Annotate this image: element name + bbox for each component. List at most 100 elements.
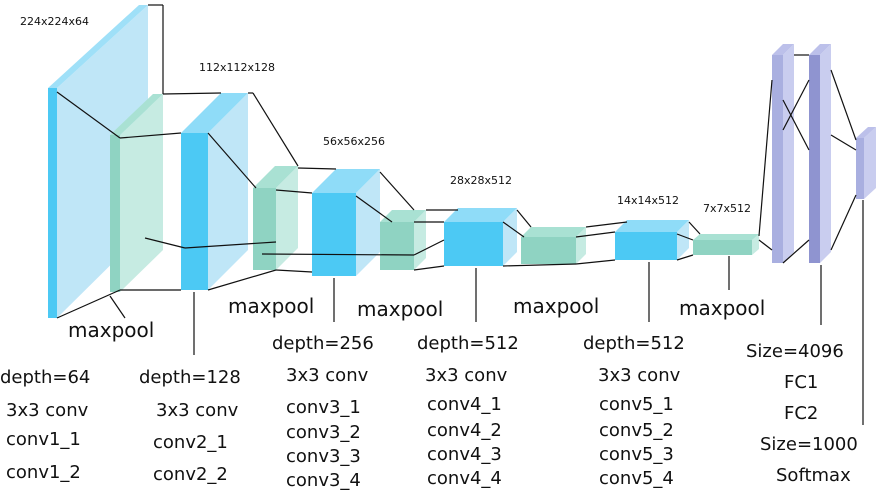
connector-line: [413, 239, 445, 256]
connector-line: [275, 269, 313, 273]
pool1-top-face: [110, 94, 163, 135]
softmax-label: Softmax: [776, 465, 851, 486]
connector-line: [782, 99, 810, 151]
connector-line: [782, 239, 810, 264]
block5-conv-label: conv5_1: [599, 394, 674, 415]
softmax-top-face: [856, 127, 876, 138]
block4-conv-label: conv4_2: [427, 420, 502, 441]
block5-depth-label: depth=512: [583, 333, 685, 354]
pool4-top-face: [521, 227, 586, 237]
conv2-front-face: [208, 93, 248, 290]
block1-kernel-label: 3x3 conv: [6, 400, 89, 421]
pool5-side-face: [693, 240, 752, 255]
block1-conv-label: conv1_2: [6, 462, 81, 483]
connector-line: [56, 289, 121, 319]
connector-line: [688, 221, 701, 235]
fc1-front-face: [772, 55, 783, 263]
pool1-side-face: [110, 135, 120, 292]
connector-line: [207, 132, 257, 189]
pointer-line: [109, 295, 126, 319]
connector-line: [207, 269, 277, 291]
connector-line: [830, 134, 857, 151]
label-pointer-lines: [109, 200, 864, 425]
connector-line: [758, 79, 773, 237]
conv5-side-face: [615, 232, 677, 260]
conv5-top-face: [615, 220, 689, 232]
conv4-front-face: [503, 208, 517, 266]
block5-conv-label: conv5_4: [599, 468, 674, 489]
block3-conv-label: conv3_3: [286, 446, 361, 467]
maxpool-label-3: maxpool: [357, 297, 444, 321]
fc2-side-face: [820, 44, 831, 263]
block5-conv-label: conv5_2: [599, 420, 674, 441]
fc1-side-face: [783, 44, 794, 263]
connector-line: [355, 195, 393, 223]
connector-line: [516, 209, 532, 228]
pool5-top-face: [693, 234, 759, 240]
connector-line: [830, 194, 857, 251]
dimension-label-224x224x64: 224x224x64: [20, 15, 90, 28]
pool2-top-face: [253, 166, 298, 188]
conv1-top-face: [48, 5, 148, 88]
conv5-block: [615, 220, 689, 260]
connector-line: [676, 233, 694, 241]
softmax-front-face: [856, 138, 864, 199]
block2-conv-label: conv2_2: [153, 464, 228, 485]
conv2-top-face: [181, 93, 248, 133]
block2-kernel-label: 3x3 conv: [156, 400, 239, 421]
connector-line: [502, 221, 525, 238]
pool2-block: [253, 166, 298, 270]
block4-depth-label: depth=512: [417, 333, 519, 354]
connector-line: [162, 92, 222, 95]
connector-line: [830, 69, 857, 141]
conv3-block: [312, 169, 380, 276]
pool2-front-face: [276, 166, 298, 270]
connector-line: [261, 253, 415, 256]
fc2-label: FC2: [784, 403, 819, 424]
pool3-side-face: [380, 222, 414, 270]
softmax-size-label: Size=1000: [760, 434, 858, 455]
pool5-front-face: [752, 234, 759, 255]
fc2-front-face: [809, 55, 820, 263]
dimension-label-7x7x512: 7x7x512: [703, 202, 752, 215]
pool3-front-face: [414, 210, 426, 270]
connector-line: [56, 91, 121, 139]
connector-line: [184, 241, 277, 249]
pool1-block: [110, 94, 163, 292]
block5-kernel-label: 3x3 conv: [598, 365, 681, 386]
conv3-front-face: [356, 169, 380, 276]
dimension-label-112x112x128: 112x112x128: [199, 61, 276, 74]
block4-conv-label: conv4_3: [427, 444, 502, 465]
conv4-top-face: [444, 208, 517, 222]
pool3-block: [380, 210, 426, 270]
block4-kernel-label: 3x3 conv: [425, 365, 508, 386]
conv4-block: [444, 208, 517, 266]
connector-line: [144, 237, 186, 249]
block5-conv-label: conv5_3: [599, 444, 674, 465]
fc2-layer: [809, 44, 831, 263]
block4-conv-label: conv4_1: [427, 394, 502, 415]
connector-line: [585, 221, 628, 228]
block3-conv-label: conv3_1: [286, 397, 361, 418]
block2-conv-label: conv2_1: [153, 432, 228, 453]
pool4-block: [521, 227, 586, 264]
block1-conv-label: conv1_1: [6, 429, 81, 450]
maxpool-label-2: maxpool: [228, 294, 315, 318]
connector-line: [502, 263, 577, 267]
fc2-top-face: [809, 44, 831, 55]
conv3-top-face: [312, 169, 380, 193]
pool1-front-face: [120, 94, 163, 292]
connector-line: [575, 259, 616, 265]
block1-depth-label: depth=64: [0, 367, 91, 388]
pool3-top-face: [380, 210, 426, 222]
pool2-side-face: [253, 188, 276, 270]
pool4-side-face: [521, 237, 576, 264]
conv4-side-face: [444, 222, 503, 266]
fc1-top-face: [772, 44, 794, 55]
connector-line: [275, 189, 313, 194]
conv2-block: [181, 93, 248, 290]
conv1-side-face: [48, 88, 57, 318]
dimension-label-28x28x512: 28x28x512: [450, 174, 513, 187]
block3-conv-label: conv3_4: [286, 470, 361, 491]
block4-conv-label: conv4_4: [427, 468, 502, 489]
